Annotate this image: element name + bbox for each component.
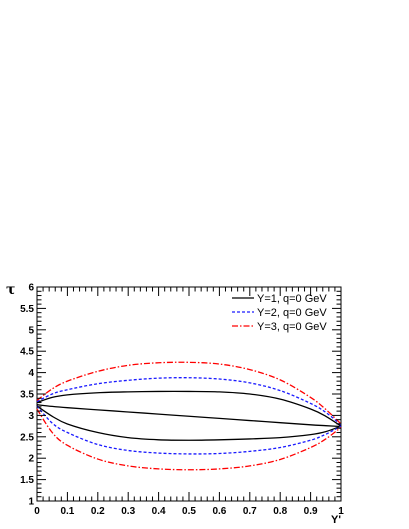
y-tick-label: 5.5: [20, 304, 34, 315]
series-3-upper-line: [36, 361, 342, 425]
series-1-lower-line: [36, 405, 342, 441]
legend-label-3: Y=3, q=0 GeV: [257, 321, 327, 333]
legend: Y=1, q=0 GeV Y=2, q=0 GeV Y=3, q=0 GeV: [232, 293, 327, 333]
x-tick-label: 0.7: [243, 506, 257, 517]
x-tick-label: 0.1: [60, 506, 74, 517]
y-tick-label: 1.5: [20, 475, 34, 486]
series-2-lower-line: [36, 405, 342, 455]
x-tick-label: 0.8: [273, 506, 287, 517]
x-tick-label: 0.6: [212, 506, 226, 517]
x-tick-label: 0: [34, 506, 40, 517]
x-tick-label: 0.2: [91, 506, 105, 517]
series-2-upper-line: [36, 377, 342, 426]
legend-label-1: Y=1, q=0 GeV: [257, 293, 327, 305]
y-tick-label: 6: [28, 283, 34, 294]
series-1-upper-line: [36, 390, 342, 427]
y-tick-label: 2: [28, 454, 34, 465]
y-tick-label: 5: [28, 325, 34, 336]
curves: [36, 361, 342, 471]
series-1-middle-line: [36, 404, 342, 428]
series-3-lower-line: [36, 408, 342, 471]
y-tick-label: 4.5: [20, 347, 34, 358]
y-tick-label: 2.5: [20, 432, 34, 443]
y-axis-title: τ: [6, 282, 15, 298]
y-tick-label: 1: [28, 497, 34, 508]
x-tick-label: 0.4: [152, 506, 166, 517]
x-tick-label: 0.3: [121, 506, 135, 517]
y-tick-label: 3: [28, 411, 34, 422]
x-tick-label: 0.5: [182, 506, 196, 517]
y-tick-label: 3.5: [20, 390, 34, 401]
axes: 0 0.1 0.2 0.3 0.4 0.5 0.6 0.7 0.8 0.9 1 1 1.5 2 2.5 3 3.…: [20, 283, 344, 518]
x-tick-label: 1: [338, 506, 344, 517]
legend-label-2: Y=2, q=0 GeV: [257, 307, 327, 319]
y-tick-label: 4: [28, 368, 34, 379]
x-tick-label: 0.9: [304, 506, 318, 517]
x-axis-title: Y': [331, 514, 341, 526]
